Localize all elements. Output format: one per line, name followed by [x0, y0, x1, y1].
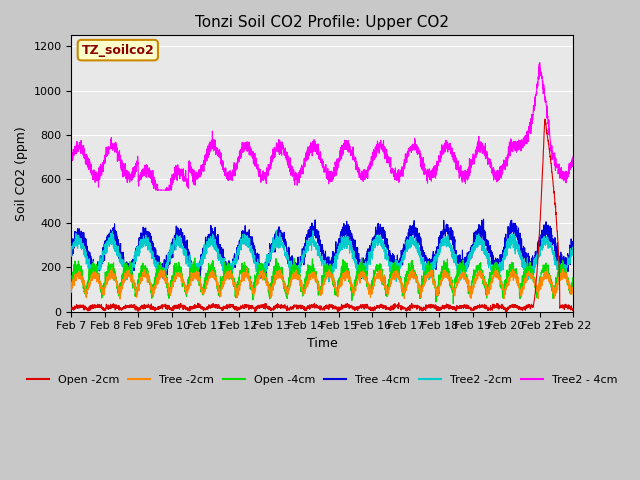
- X-axis label: Time: Time: [307, 337, 337, 350]
- Y-axis label: Soil CO2 (ppm): Soil CO2 (ppm): [15, 126, 28, 221]
- Legend: Open -2cm, Tree -2cm, Open -4cm, Tree -4cm, Tree2 -2cm, Tree2 - 4cm: Open -2cm, Tree -2cm, Open -4cm, Tree -4…: [22, 370, 622, 389]
- Title: Tonzi Soil CO2 Profile: Upper CO2: Tonzi Soil CO2 Profile: Upper CO2: [195, 15, 449, 30]
- Text: TZ_soilco2: TZ_soilco2: [81, 44, 154, 57]
